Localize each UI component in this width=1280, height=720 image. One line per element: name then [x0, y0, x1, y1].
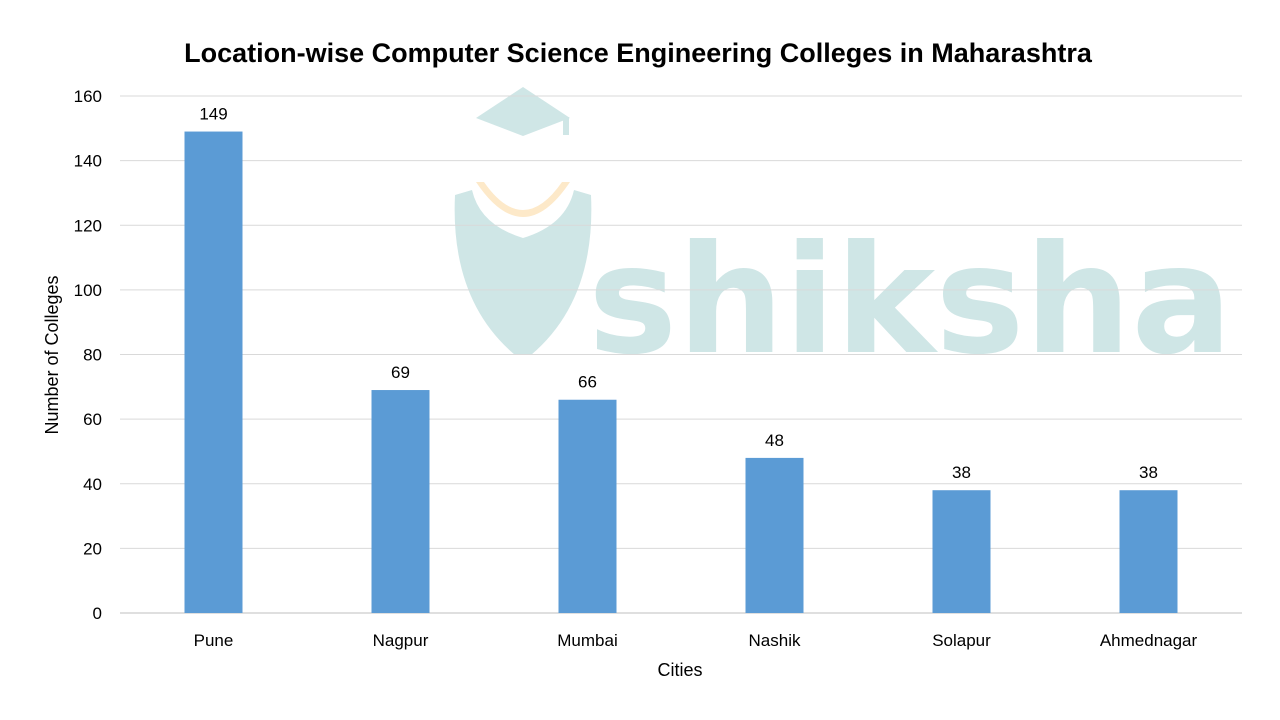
- x-tick-label-nashik: Nashik: [749, 631, 801, 650]
- y-tick-label: 160: [74, 87, 102, 106]
- y-tick-label: 80: [83, 346, 102, 365]
- watermark-shield-right: [523, 190, 592, 355]
- x-tick-label-ahmednagar: Ahmednagar: [1100, 631, 1198, 650]
- watermark-text: shiksha: [588, 214, 1233, 388]
- y-axis-title: Number of Colleges: [42, 275, 62, 434]
- watermark-cap-tassel: [563, 117, 569, 135]
- chart-title: Location-wise Computer Science Engineeri…: [184, 38, 1092, 68]
- data-label-mumbai: 66: [578, 373, 597, 392]
- shiksha-watermark-logo: shiksha: [454, 87, 1233, 388]
- watermark-cap-icon: [476, 87, 570, 136]
- watermark-face-arc: [476, 182, 570, 217]
- y-tick-label: 120: [74, 216, 102, 235]
- data-label-solapur: 38: [952, 463, 971, 482]
- data-labels: 149 69 66 48 38 38: [199, 105, 1158, 483]
- bar-nagpur: [371, 390, 430, 613]
- bars: [184, 131, 1178, 613]
- x-tick-label-nagpur: Nagpur: [373, 631, 429, 650]
- data-label-nagpur: 69: [391, 363, 410, 382]
- bar-solapur: [932, 490, 991, 613]
- bar-mumbai: [558, 399, 617, 613]
- y-tick-label: 60: [83, 410, 102, 429]
- data-label-ahmednagar: 38: [1139, 463, 1158, 482]
- x-tick-label-pune: Pune: [194, 631, 234, 650]
- y-axis-ticks: 0 20 40 60 80 100 120 140 160: [74, 87, 102, 623]
- y-tick-label: 20: [83, 539, 102, 558]
- y-tick-label: 40: [83, 475, 102, 494]
- data-label-pune: 149: [199, 105, 227, 124]
- y-tick-label: 100: [74, 281, 102, 300]
- x-axis-labels: Pune Nagpur Mumbai Nashik Solapur Ahmednagar: [194, 631, 1198, 650]
- x-tick-label-mumbai: Mumbai: [557, 631, 617, 650]
- y-tick-label: 0: [93, 604, 102, 623]
- bar-pune: [184, 131, 243, 613]
- watermark-shield: [454, 190, 523, 355]
- data-label-nashik: 48: [765, 431, 784, 450]
- y-tick-label: 140: [74, 152, 102, 171]
- x-tick-label-solapur: Solapur: [932, 631, 991, 650]
- bar-ahmednagar: [1119, 490, 1178, 613]
- bar-nashik: [745, 457, 804, 613]
- x-axis-title: Cities: [657, 660, 702, 680]
- gridlines: [120, 95, 1242, 614]
